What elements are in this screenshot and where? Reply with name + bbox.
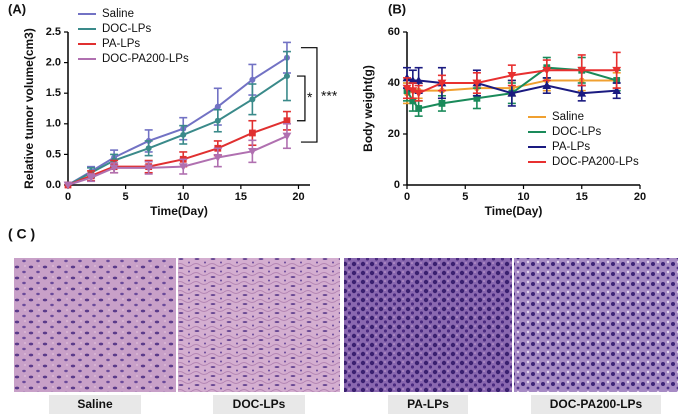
y-tick-label: 2.0 [46, 57, 61, 69]
y-tick-label: 0 [394, 179, 400, 191]
marker [408, 76, 418, 84]
caption-box [49, 395, 141, 414]
marker [473, 94, 481, 102]
x-tick-label: 0 [65, 191, 71, 203]
y-tick-label: 0.0 [46, 179, 61, 191]
marker [109, 164, 119, 173]
series-line [67, 56, 288, 186]
legend-label: DOC-PA200-LPs [102, 53, 189, 65]
marker [283, 117, 291, 125]
x-axis-label: Time(Day) [485, 204, 543, 218]
histology-image [514, 258, 678, 392]
caption: DOC-LPs [233, 397, 286, 411]
marker [86, 174, 96, 183]
y-tick-label: 0.5 [46, 148, 61, 160]
marker [283, 73, 290, 80]
x-tick-label: 20 [634, 191, 646, 203]
marker [414, 76, 424, 84]
legend-label: PA-LPs [102, 38, 140, 50]
y-tick-label: 1.0 [46, 118, 61, 130]
caption-box [388, 395, 468, 414]
marker [507, 71, 517, 80]
legend-label: Saline [102, 8, 134, 20]
marker [415, 105, 423, 112]
marker [542, 66, 552, 75]
marker [408, 87, 418, 96]
marker [612, 86, 622, 95]
caption-box [213, 395, 305, 414]
x-axis-label: Time(Day) [150, 204, 208, 218]
marker [437, 79, 447, 88]
marker [214, 117, 221, 124]
marker [63, 181, 73, 190]
panel-c: ( C ) [8, 226, 678, 392]
marker [612, 66, 622, 75]
marker [409, 97, 417, 105]
marker [248, 129, 256, 137]
marker [282, 132, 292, 141]
series-line [67, 135, 288, 186]
x-tick-label: 5 [462, 191, 468, 203]
marker [542, 81, 552, 89]
x-tick-label: 20 [292, 191, 304, 203]
chart: (B) 0 5 10 15 20 0 20 40 60 Time(Day) Body weight(g… [361, 1, 646, 218]
y-tick-label: 60 [388, 26, 400, 38]
x-tick-label: 10 [177, 191, 189, 203]
x-tick-label: 15 [576, 191, 588, 203]
x-tick-label: 5 [123, 191, 129, 203]
y-tick-label: 1.5 [46, 87, 61, 99]
marker [214, 103, 221, 110]
marker [577, 66, 587, 75]
panel-label: (B) [388, 1, 406, 16]
y-axis-label: Relative tumor volume(cm3) [22, 28, 36, 189]
marker [144, 164, 154, 173]
annotation: * [307, 89, 313, 105]
y-tick-label: 2.5 [46, 26, 61, 38]
legend-label: DOC-PA200-LPs [552, 156, 639, 168]
caption: DOC-PA200-LPs [550, 397, 643, 411]
marker [249, 76, 256, 83]
x-tick-label: 15 [235, 191, 247, 203]
legend-label: Saline [552, 111, 584, 123]
marker [438, 100, 446, 107]
caption-box [531, 395, 661, 414]
bracket [300, 47, 318, 143]
caption: Saline [77, 397, 113, 411]
marker [402, 84, 412, 93]
marker [213, 154, 223, 162]
marker [145, 145, 152, 152]
panel-label: ( C ) [8, 226, 35, 242]
y-tick-label: 20 [388, 128, 400, 140]
marker [507, 88, 517, 97]
x-tick-label: 0 [404, 191, 410, 203]
y-axis-label: Body weight(g) [361, 65, 375, 152]
marker [178, 163, 188, 172]
histology-image [178, 258, 340, 392]
panel-label: (A) [8, 1, 26, 16]
marker [249, 96, 256, 103]
histology-image [14, 258, 176, 392]
bracket [296, 75, 306, 122]
legend-label: DOC-LPs [552, 126, 601, 138]
marker [414, 89, 424, 98]
y-tick-label: 40 [388, 77, 400, 89]
histology-image [344, 258, 512, 392]
annotation: *** [321, 88, 338, 104]
caption: PA-LPs [407, 397, 449, 411]
legend-label: DOC-LPs [102, 23, 151, 35]
marker [180, 131, 187, 138]
marker [247, 147, 257, 156]
legend-label: PA-LPs [552, 141, 590, 153]
x-tick-label: 10 [517, 191, 529, 203]
marker [472, 79, 482, 88]
marker [577, 88, 587, 97]
chart: (A) 0 5 10 15 20 0.0 0.5 1.0 1.5 2.0 2.5 Time(Day) Re… [8, 1, 338, 218]
